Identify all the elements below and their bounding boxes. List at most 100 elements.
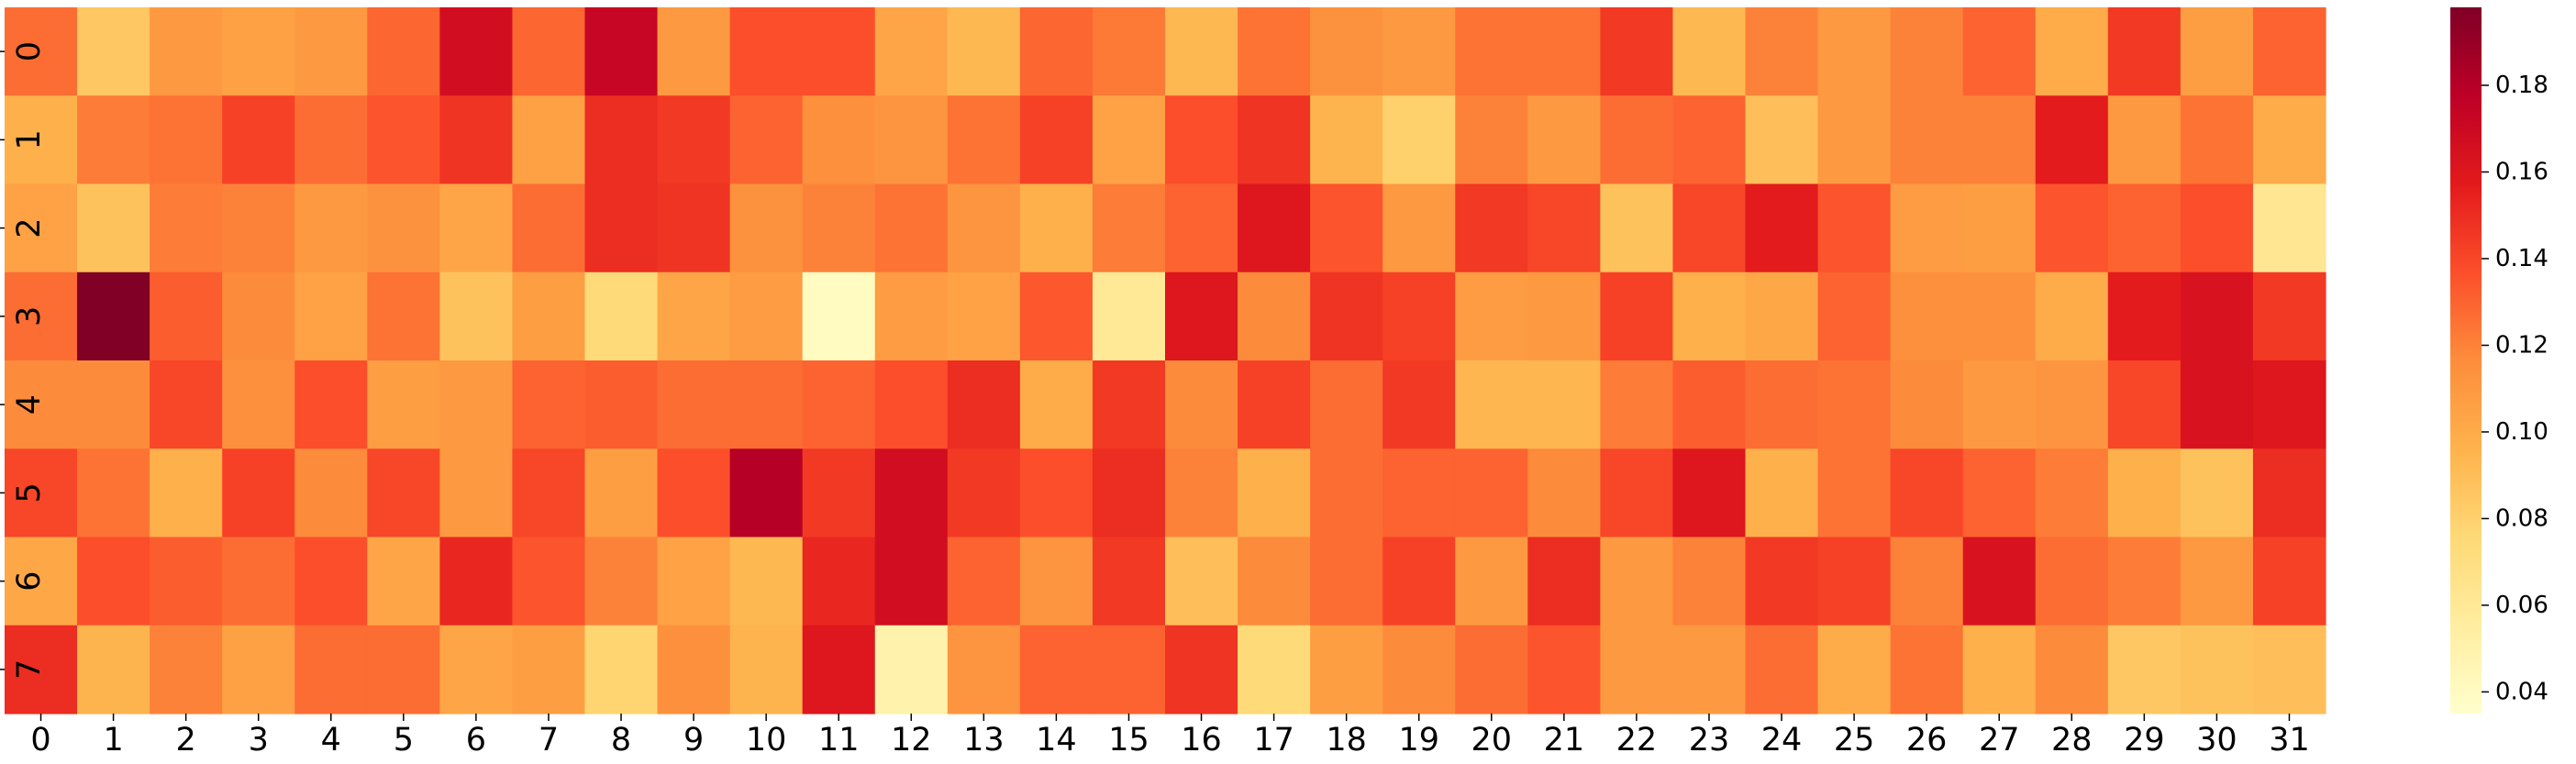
heatmap-cell: [584, 183, 659, 273]
heatmap-cell: [1455, 183, 1528, 273]
heatmap-cell: [1455, 360, 1528, 449]
heatmap-cell: [2035, 183, 2109, 273]
x-tick-label: 1: [103, 722, 123, 758]
heatmap-cell: [802, 448, 876, 538]
heatmap-cell: [222, 360, 295, 449]
heatmap-cell: [367, 183, 440, 273]
heatmap-cell: [1600, 448, 1674, 538]
y-tick-label: 1: [11, 129, 48, 149]
heatmap-cell: [150, 95, 223, 185]
heatmap-cell: [512, 7, 586, 96]
heatmap-cell: [1238, 7, 1311, 96]
heatmap-cell: [2180, 625, 2254, 714]
heatmap-cell: [2180, 360, 2254, 449]
heatmap-cell: [1310, 95, 1383, 185]
heatmap-cell: [367, 360, 440, 449]
heatmap-cell: [657, 360, 731, 449]
heatmap-cell: [1745, 360, 1819, 449]
x-tick-label: 19: [1398, 722, 1439, 758]
heatmap-cell: [1672, 537, 1747, 626]
heatmap-cell: [150, 360, 223, 449]
heatmap-cell: [1600, 625, 1674, 714]
heatmap-cell: [1527, 271, 1601, 361]
heatmap-cell: [1238, 95, 1311, 185]
heatmap-cell: [1310, 625, 1383, 714]
heatmap-cell: [2252, 537, 2326, 626]
x-tick-label: 27: [1979, 722, 2020, 758]
heatmap-cell: [150, 183, 223, 273]
heatmap-cell: [1527, 183, 1601, 273]
x-tick-label: 4: [321, 722, 341, 758]
heatmap-cell: [584, 95, 659, 185]
heatmap-cell: [729, 537, 804, 626]
heatmap-cell: [1962, 271, 2037, 361]
heatmap-cell: [1962, 448, 2037, 538]
heatmap-cell: [5, 537, 78, 626]
heatmap-cell: [1092, 183, 1166, 273]
heatmap-cell: [367, 95, 440, 185]
heatmap-cell: [1382, 271, 1456, 361]
heatmap-cell: [584, 7, 659, 96]
heatmap-cell: [77, 625, 150, 714]
heatmap-cell: [1165, 183, 1238, 273]
heatmap-cell: [1455, 448, 1528, 538]
heatmap-cell: [1600, 7, 1674, 96]
heatmap-cell: [77, 360, 150, 449]
heatmap-cell: [1890, 448, 1964, 538]
x-tick-label: 0: [30, 722, 50, 758]
heatmap-cell: [1745, 625, 1819, 714]
heatmap-cell: [2180, 7, 2254, 96]
heatmap-cell: [1019, 625, 1094, 714]
heatmap-cell: [874, 448, 949, 538]
heatmap-cell: [2035, 95, 2109, 185]
heatmap-cell: [2107, 183, 2182, 273]
heatmap-cell: [222, 183, 295, 273]
x-tick-label: 30: [2196, 722, 2237, 758]
heatmap-cell: [1745, 95, 1819, 185]
heatmap-cell: [512, 360, 586, 449]
x-tick-label: 9: [683, 722, 704, 758]
x-tick-label: 17: [1253, 722, 1294, 758]
heatmap-cell: [1382, 625, 1456, 714]
colorbar-tick-label: 0.18: [2495, 72, 2548, 99]
x-tick-label: 26: [1906, 722, 1948, 758]
x-tick-label: 11: [818, 722, 860, 758]
heatmap-cell: [439, 537, 514, 626]
heatmap-cell: [947, 537, 1021, 626]
heatmap-cell: [5, 7, 78, 96]
heatmap-cell: [802, 271, 876, 361]
heatmap-cell: [439, 183, 514, 273]
heatmap-cell: [512, 537, 586, 626]
heatmap-cell: [947, 360, 1021, 449]
x-tick-label: 14: [1036, 722, 1077, 758]
heatmap-cell: [2180, 271, 2254, 361]
heatmap-cell: [584, 537, 659, 626]
heatmap-cell: [1527, 625, 1601, 714]
x-tick-label: 10: [746, 722, 787, 758]
heatmap-cell: [2035, 537, 2109, 626]
heatmap-cell: [1817, 95, 1892, 185]
heatmap-cell: [5, 271, 78, 361]
heatmap-cell: [222, 271, 295, 361]
x-tick-label: 13: [963, 722, 1005, 758]
heatmap-cell: [657, 271, 731, 361]
heatmap-cell: [222, 7, 295, 96]
heatmap-cell: [2107, 271, 2182, 361]
heatmap-cell: [1165, 95, 1238, 185]
heatmap-cell: [2035, 360, 2109, 449]
heatmap-cell: [77, 95, 150, 185]
heatmap-cell: [2180, 448, 2254, 538]
colorbar-ticks: 0.04 0.06 0.08 0.10 0.12 0.14 0.16 0.18: [2482, 72, 2548, 705]
y-tick-label: 4: [11, 394, 48, 415]
heatmap-cell: [77, 448, 150, 538]
heatmap-cell: [1672, 448, 1747, 538]
heatmap-cell: [1672, 7, 1747, 96]
heatmap-cell: [1092, 537, 1166, 626]
heatmap-cell: [1092, 95, 1166, 185]
x-tick-label: 28: [2051, 722, 2093, 758]
heatmap-cell: [150, 448, 223, 538]
heatmap-cell: [2252, 625, 2326, 714]
heatmap-cell: [729, 95, 804, 185]
heatmap-cell: [1600, 537, 1674, 626]
